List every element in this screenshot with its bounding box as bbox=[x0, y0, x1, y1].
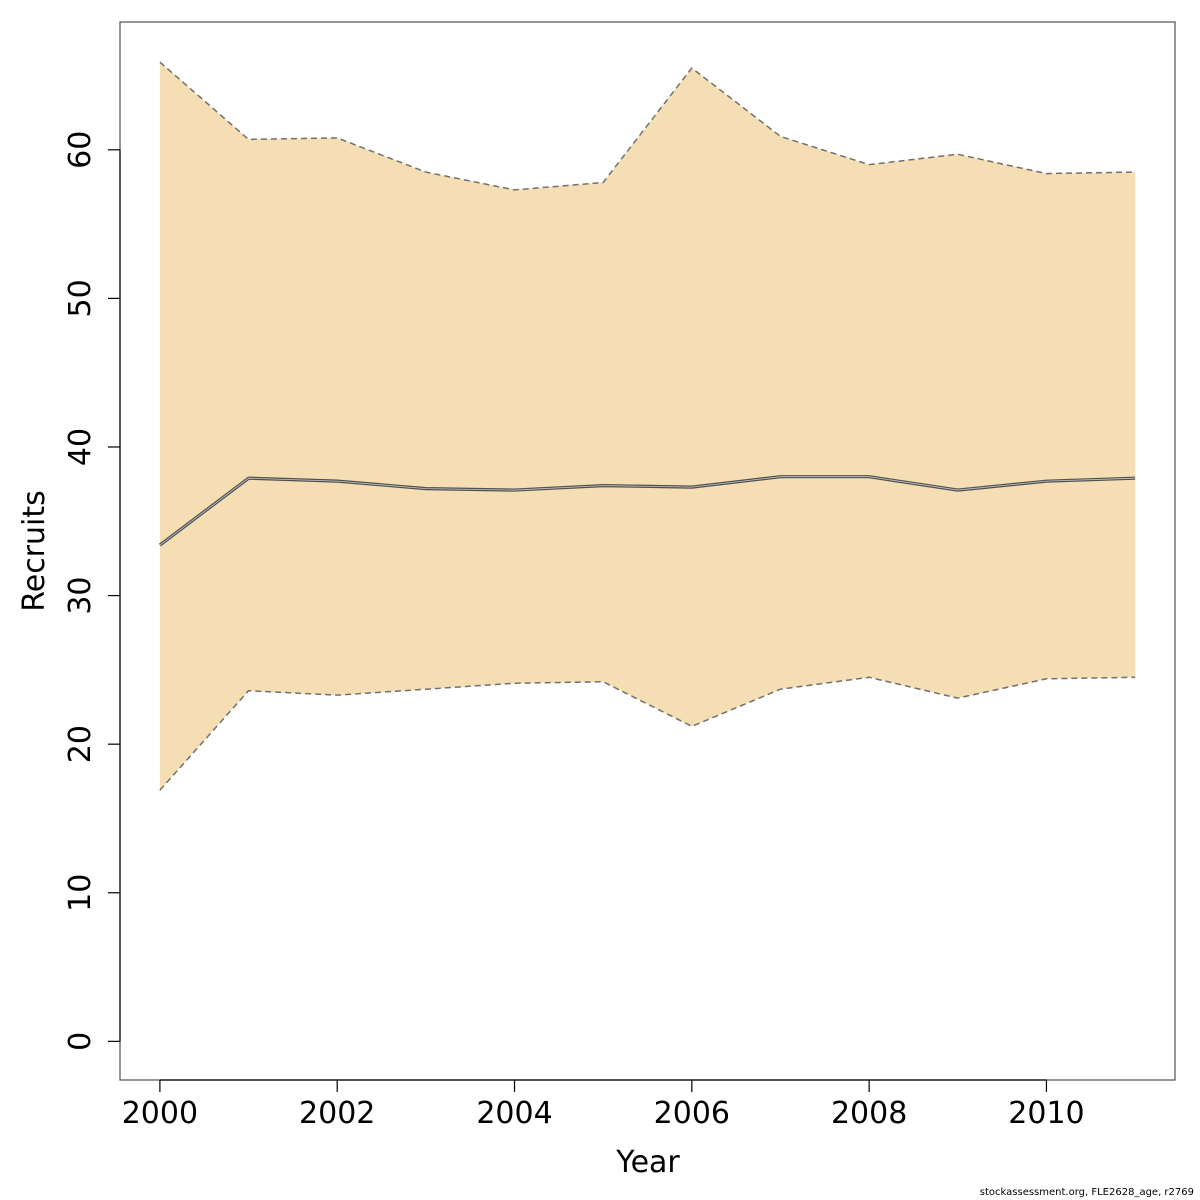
y-tick-label: 60 bbox=[63, 131, 98, 169]
confidence-band-area bbox=[159, 62, 1136, 791]
x-tick-label: 2008 bbox=[831, 1096, 907, 1131]
y-tick-label: 40 bbox=[63, 428, 98, 466]
credit-text: stockassessment.org, FLE2628_age, r2769 bbox=[979, 1187, 1194, 1198]
x-tick-label: 2004 bbox=[476, 1096, 552, 1131]
upper-bound-line bbox=[159, 61, 1136, 191]
estimate-line-highlight bbox=[159, 476, 1136, 546]
x-tick-label: 2000 bbox=[122, 1096, 198, 1131]
y-tick-label: 0 bbox=[63, 1032, 98, 1051]
x-tick-label: 2006 bbox=[654, 1096, 730, 1131]
y-tick-label: 20 bbox=[63, 725, 98, 763]
y-tick-label: 50 bbox=[63, 279, 98, 317]
x-axis-title: Year bbox=[615, 1145, 680, 1180]
confidence-band bbox=[159, 61, 1136, 791]
x-axis: 2000 2002 2004 2006 2008 2010 bbox=[122, 1079, 1085, 1131]
estimate-layer bbox=[158, 475, 1136, 547]
x-tick-label: 2002 bbox=[299, 1096, 375, 1131]
y-tick-label: 30 bbox=[63, 576, 98, 614]
y-axis-title: Recruits bbox=[17, 490, 52, 612]
x-tick-label: 2010 bbox=[1008, 1096, 1084, 1131]
y-tick-label: 10 bbox=[63, 874, 98, 912]
y-axis: 0 10 20 30 40 50 60 bbox=[63, 131, 121, 1051]
